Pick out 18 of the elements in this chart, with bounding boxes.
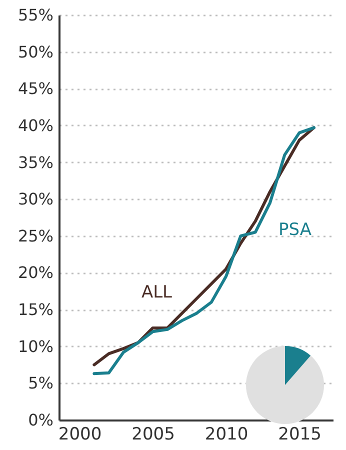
x-tick-label: 2000 — [58, 424, 102, 444]
y-tick-label: 50% — [18, 42, 54, 62]
y-tick-label: 10% — [18, 336, 54, 356]
series-label: PSA — [278, 220, 312, 240]
x-tick-label: 2005 — [132, 424, 175, 444]
y-tick-label: 25% — [18, 226, 54, 246]
series-label: ALL — [141, 282, 173, 302]
y-tick-label: 40% — [18, 116, 54, 135]
y-tick-label: 55% — [18, 6, 54, 24]
y-tick-label: 35% — [18, 152, 54, 172]
x-tick-label: 2010 — [204, 424, 248, 444]
y-tick-label: 20% — [18, 263, 54, 282]
y-tick-label: 15% — [18, 300, 54, 320]
y-tick-label: 30% — [18, 190, 54, 209]
x-tick-label: 2015 — [278, 424, 322, 444]
y-tick-label: 5% — [28, 374, 54, 393]
y-tick-label: 0% — [28, 410, 54, 430]
y-tick-label: 45% — [18, 79, 54, 98]
